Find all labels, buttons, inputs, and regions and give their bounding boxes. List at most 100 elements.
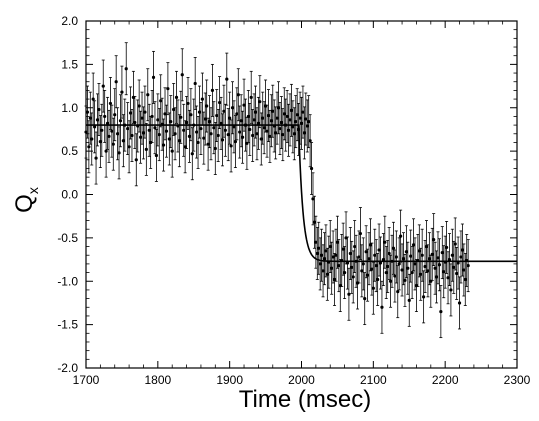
data-point — [305, 99, 309, 153]
data-point — [341, 222, 345, 276]
data-point — [325, 247, 329, 301]
data-marker — [312, 220, 317, 224]
data-point — [219, 96, 223, 150]
data-marker — [107, 134, 111, 138]
data-point — [138, 110, 143, 164]
data-marker — [396, 290, 400, 294]
data-marker — [268, 134, 272, 138]
data-point — [460, 223, 465, 277]
data-point — [177, 114, 181, 168]
data-marker — [447, 257, 452, 262]
data-marker — [143, 110, 147, 114]
data-point — [88, 91, 92, 145]
data-point — [440, 226, 444, 280]
data-marker — [318, 262, 322, 266]
data-point — [235, 87, 239, 141]
data-marker — [328, 244, 332, 249]
data-marker — [294, 120, 298, 124]
data-marker — [151, 75, 156, 79]
data-point — [410, 246, 414, 300]
data-point — [127, 120, 131, 174]
data-marker — [222, 109, 226, 113]
data-point — [242, 78, 246, 132]
data-point — [324, 224, 328, 278]
data-marker — [166, 87, 170, 91]
data-marker — [322, 257, 327, 261]
x-tick-label: 2100 — [360, 373, 387, 387]
data-point — [218, 76, 222, 129]
data-point — [373, 228, 377, 282]
data-marker — [163, 112, 167, 116]
data-point — [205, 79, 209, 133]
data-point — [446, 251, 450, 305]
x-tick-label: 1900 — [216, 373, 243, 387]
data-marker — [134, 158, 138, 162]
data-point — [332, 253, 337, 306]
data-point — [97, 83, 101, 136]
data-point — [157, 108, 161, 162]
data-marker — [111, 142, 115, 146]
data-point — [295, 88, 299, 142]
data-point — [370, 242, 374, 296]
data-marker — [417, 249, 421, 253]
data-marker — [360, 269, 364, 273]
data-marker — [120, 90, 124, 94]
data-marker — [422, 295, 426, 299]
data-marker — [376, 277, 380, 282]
data-marker — [393, 274, 397, 278]
data-marker — [295, 113, 299, 117]
data-point — [430, 227, 434, 281]
data-point — [308, 114, 312, 168]
data-marker — [251, 133, 255, 138]
data-point — [150, 90, 154, 143]
data-marker — [347, 292, 351, 296]
data-point — [424, 220, 429, 273]
data-marker — [256, 121, 260, 125]
data-marker — [307, 120, 311, 124]
data-marker — [404, 250, 408, 254]
data-point — [236, 68, 240, 122]
data-point — [278, 102, 282, 155]
data-point — [95, 93, 100, 147]
data-point — [367, 232, 371, 286]
data-point — [143, 85, 147, 139]
data-point — [335, 215, 340, 269]
data-marker — [423, 264, 427, 269]
data-marker — [377, 248, 381, 252]
data-point — [182, 103, 186, 157]
data-point — [140, 91, 144, 145]
data-point — [420, 228, 424, 282]
data-point — [245, 116, 249, 170]
data-point — [90, 112, 94, 166]
data-marker — [261, 116, 265, 120]
data-point — [361, 237, 365, 291]
data-point — [146, 68, 150, 122]
data-marker — [167, 137, 171, 141]
data-marker — [383, 240, 387, 244]
data-point — [268, 109, 272, 163]
data-marker — [462, 268, 466, 272]
data-marker — [341, 247, 345, 251]
data-point — [311, 172, 315, 226]
data-marker — [170, 149, 174, 153]
data-point — [187, 109, 192, 163]
data-point — [226, 108, 230, 162]
data-marker — [330, 266, 334, 270]
data-marker — [374, 264, 378, 268]
data-marker — [455, 271, 459, 276]
data-marker — [88, 116, 92, 120]
data-point — [108, 76, 113, 130]
data-point — [169, 95, 173, 149]
data-marker — [426, 269, 430, 273]
x-tick-label: 1700 — [73, 373, 100, 387]
data-marker — [141, 131, 146, 135]
y-axis-label-main: Q — [11, 194, 38, 213]
data-marker — [403, 278, 407, 282]
data-marker — [361, 262, 365, 266]
data-point — [174, 70, 179, 124]
data-marker — [187, 134, 192, 138]
data-marker — [252, 118, 256, 122]
data-marker — [87, 145, 91, 149]
data-point — [259, 112, 263, 166]
